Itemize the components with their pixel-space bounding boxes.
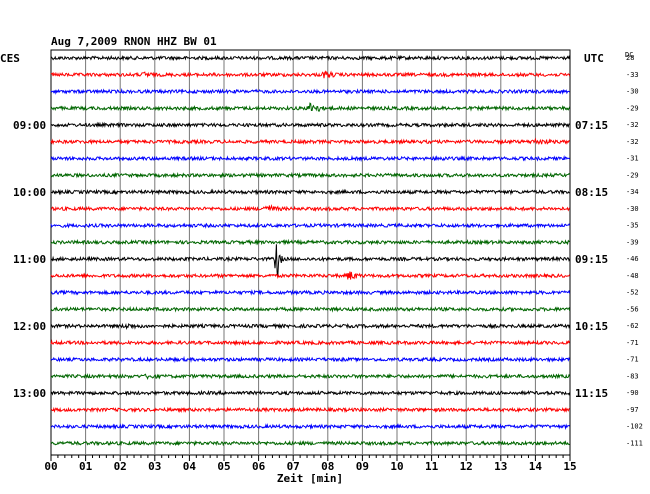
trace-3 (50, 102, 571, 112)
left-hour-label: 13:00 (13, 387, 46, 400)
dc-offset-label: -102 (626, 423, 643, 431)
trace-2 (50, 88, 570, 95)
trace-21 (50, 406, 570, 414)
dc-offset-label: -31 (626, 155, 639, 163)
dc-offset-label: -29 (626, 104, 639, 112)
x-tick-label-02: 02 (114, 460, 127, 473)
x-tick-label-01: 01 (79, 460, 93, 473)
dc-offset-label: -71 (626, 339, 639, 347)
x-tick-label-00: 00 (44, 460, 57, 473)
trace-10 (50, 222, 571, 229)
dc-offset-label: -30 (626, 205, 639, 213)
x-tick-label-04: 04 (183, 460, 197, 473)
x-tick-label-05: 05 (217, 460, 230, 473)
chart-title: Aug 7,2009 RNON HHZ BW 01 (51, 35, 217, 48)
trace-1 (50, 70, 571, 79)
trace-11 (50, 238, 570, 246)
right-hour-label: 11:15 (575, 387, 608, 400)
dc-offset-label: -30 (626, 88, 639, 96)
x-tick-label-12: 12 (460, 460, 473, 473)
x-tick-label-09: 09 (356, 460, 369, 473)
x-tick-label-15: 15 (563, 460, 576, 473)
dc-label: DC (625, 51, 633, 59)
trace-14 (50, 288, 571, 296)
x-tick-label-11: 11 (425, 460, 439, 473)
left-timezone-label: CES (0, 52, 20, 65)
right-timezone-label: UTC (584, 52, 604, 65)
plot-frame (50, 49, 571, 456)
trace-15 (50, 305, 571, 313)
trace-7 (50, 171, 570, 179)
dc-offset-label: -35 (626, 222, 639, 230)
dc-offset-label: -34 (626, 188, 639, 196)
trace-6 (50, 155, 571, 163)
dc-offset-label: -71 (626, 356, 639, 364)
trace-23 (50, 440, 570, 447)
right-hour-label: 10:15 (575, 320, 608, 333)
dc-offset-label: -29 (626, 171, 639, 179)
trace-18 (50, 355, 571, 364)
x-tick-label-08: 08 (321, 460, 334, 473)
x-tick-label-13: 13 (494, 460, 507, 473)
right-hour-label: 07:15 (575, 119, 608, 132)
dc-offset-label: -62 (626, 322, 639, 330)
dc-offset-label: -56 (626, 305, 639, 313)
dc-offset-label: -52 (626, 289, 639, 297)
right-hour-label: 08:15 (575, 186, 608, 199)
dc-offset-label: -111 (626, 439, 643, 447)
dc-offset-label: -48 (626, 272, 639, 280)
trace-12 (51, 244, 571, 277)
trace-9 (50, 203, 571, 213)
x-tick-label-14: 14 (529, 460, 543, 473)
x-axis-label: Zeit [min] (277, 472, 343, 485)
dc-offset-label: -33 (626, 71, 639, 79)
trace-19 (50, 372, 571, 380)
trace-20 (50, 389, 571, 397)
trace-4 (50, 121, 570, 129)
x-tick-label-07: 07 (287, 460, 300, 473)
dc-offset-label: 28 (626, 54, 634, 62)
trace-13 (50, 271, 571, 280)
right-hour-label: 09:15 (575, 253, 608, 266)
dc-offset-label: -32 (626, 138, 639, 146)
x-tick-label-03: 03 (148, 460, 161, 473)
dc-offset-label: -39 (626, 238, 639, 246)
left-hour-label: 11:00 (13, 253, 46, 266)
dc-offset-label: -97 (626, 406, 639, 414)
left-hour-label: 12:00 (13, 320, 46, 333)
left-hour-label: 09:00 (13, 119, 46, 132)
trace-16 (50, 322, 571, 331)
dc-offset-label: -83 (626, 372, 639, 380)
trace-8 (51, 188, 570, 196)
dc-offset-label: -46 (626, 255, 639, 263)
x-tick-label-06: 06 (252, 460, 266, 473)
dc-offset-label: -32 (626, 121, 639, 129)
trace-22 (50, 423, 571, 431)
trace-17 (50, 339, 571, 347)
left-hour-label: 10:00 (13, 186, 46, 199)
dc-offset-label: -90 (626, 389, 639, 397)
x-tick-label-10: 10 (390, 460, 403, 473)
trace-0 (50, 54, 571, 62)
trace-5 (50, 137, 570, 146)
